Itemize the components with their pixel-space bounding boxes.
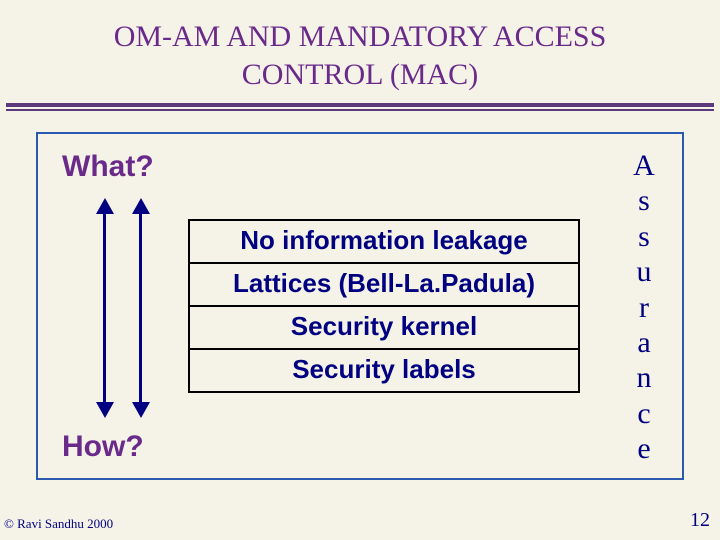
double-arrow-right — [139, 212, 142, 404]
assurance-letter: c — [637, 397, 650, 430]
content-frame: What? How? No information leakage Lattic… — [36, 132, 684, 480]
assurance-letter: n — [637, 361, 652, 394]
assurance-letter: a — [637, 326, 650, 359]
slide-title: OM-AM AND MANDATORY ACCESS CONTROL (MAC) — [0, 0, 720, 93]
layer-row: Security kernel — [190, 307, 578, 350]
assurance-letter: e — [637, 432, 650, 465]
assurance-vertical-label: A s s u r a n c e — [632, 148, 656, 467]
double-arrow-left — [103, 212, 106, 404]
rule-thin — [6, 109, 714, 111]
how-label: How? — [62, 430, 144, 464]
layer-row: Security labels — [190, 350, 578, 391]
assurance-letter: A — [633, 149, 655, 182]
assurance-letter: u — [637, 255, 652, 288]
layer-row: No information leakage — [190, 221, 578, 264]
rule-thick — [6, 103, 714, 107]
title-line-1: OM-AM AND MANDATORY ACCESS — [114, 20, 607, 53]
assurance-letter: s — [638, 220, 650, 253]
page-number: 12 — [690, 509, 710, 532]
title-line-2: CONTROL (MAC) — [242, 58, 478, 91]
title-underline — [0, 103, 720, 111]
layer-row: Lattices (Bell-La.Padula) — [190, 264, 578, 307]
assurance-letter: r — [639, 291, 649, 324]
assurance-letter: s — [638, 184, 650, 217]
layers-table: No information leakage Lattices (Bell-La… — [188, 219, 580, 393]
copyright-text: © Ravi Sandhu 2000 — [4, 516, 113, 532]
what-label: What? — [62, 150, 154, 184]
